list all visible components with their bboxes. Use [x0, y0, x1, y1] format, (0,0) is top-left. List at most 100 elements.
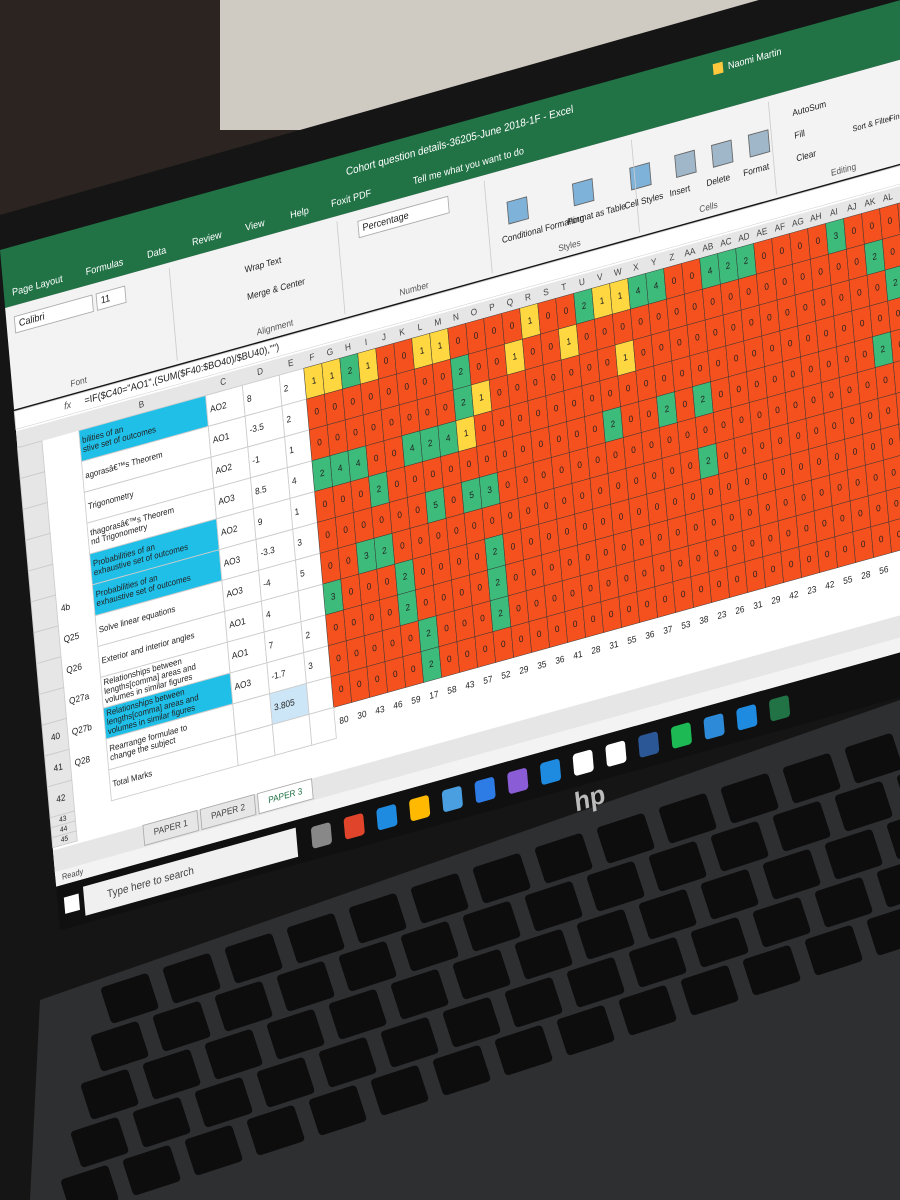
score-value: 0: [850, 415, 856, 427]
key: [825, 829, 883, 880]
score-value: 0: [508, 510, 514, 522]
score-value: 0: [317, 436, 323, 448]
key: [649, 841, 707, 892]
score-value: 0: [595, 454, 601, 466]
key: [309, 1085, 367, 1136]
score-value: 0: [336, 652, 342, 664]
total-mark: 80: [339, 713, 349, 726]
score-value: 0: [621, 541, 627, 553]
cell-value: 1: [294, 506, 300, 518]
column-header-bar: [16, 181, 900, 448]
score-value: 0: [751, 347, 757, 359]
score-value: 0: [639, 537, 645, 549]
score-value: 5: [469, 489, 475, 501]
score-value: 0: [868, 410, 874, 422]
score-value: 0: [590, 613, 596, 625]
total-mark: 38: [699, 613, 709, 626]
score-value: 0: [372, 642, 378, 654]
score-value: 0: [805, 332, 811, 344]
key: [681, 965, 739, 1016]
score-value: 0: [733, 352, 739, 364]
score-value: 2: [402, 571, 408, 583]
score-value: 0: [616, 480, 622, 492]
key: [815, 877, 873, 928]
score-value: 0: [885, 405, 891, 417]
score-value: 0: [497, 386, 503, 398]
cell-value: AO3: [218, 492, 235, 507]
score-value: 0: [862, 348, 868, 360]
score-value: 2: [610, 418, 616, 430]
keyboard: [61, 733, 900, 1200]
column-header: Y: [651, 256, 657, 268]
score-value: 0: [624, 572, 630, 584]
column-header: O: [470, 306, 477, 318]
key: [339, 941, 397, 992]
cell-value: -1.7: [271, 668, 286, 682]
key: [371, 1065, 429, 1116]
score-value: 0: [412, 473, 418, 485]
key: [453, 949, 511, 1000]
score-value: 1: [329, 370, 335, 382]
score-value: 0: [782, 276, 788, 288]
score-value: 2: [872, 251, 878, 263]
score-value: 0: [361, 519, 367, 531]
key: [587, 861, 645, 912]
score-value: 0: [786, 527, 792, 539]
score-value: 0: [680, 588, 686, 600]
score-value: 3: [364, 550, 370, 562]
score-value: 0: [685, 429, 691, 441]
total-mark: 41: [573, 648, 583, 661]
score-value: 0: [667, 434, 673, 446]
total-mark: 17: [429, 688, 439, 701]
key: [515, 929, 573, 980]
score-value: 0: [628, 413, 634, 425]
cell-value: -3.3: [260, 544, 275, 558]
taskbar-icon: [605, 740, 627, 767]
score-value: 2: [461, 396, 467, 408]
score-value: 1: [623, 351, 629, 363]
column-header: I: [364, 336, 367, 347]
column-header: Z: [669, 251, 675, 263]
score-value: 4: [337, 462, 343, 474]
total-mark: 42: [825, 578, 835, 591]
score-value: 0: [477, 581, 483, 593]
score-value: 0: [335, 431, 341, 443]
total-mark: 30: [357, 708, 367, 721]
command-icon: [747, 129, 771, 158]
fx-label: fx: [64, 399, 73, 413]
cell-value: AO1: [229, 615, 246, 630]
total-mark: 59: [411, 693, 421, 706]
column-header: S: [543, 286, 549, 298]
score-value: 0: [328, 560, 334, 572]
column-header: AE: [756, 225, 768, 238]
column-header: H: [345, 341, 352, 353]
score-value: 0: [626, 603, 632, 615]
question-label: Q28: [74, 753, 90, 768]
score-value: 0: [729, 512, 735, 524]
score-value: 0: [642, 567, 648, 579]
score-value: 0: [390, 637, 396, 649]
total-mark: 43: [375, 703, 385, 716]
score-value: 3: [487, 484, 493, 496]
score-value: 0: [778, 435, 784, 447]
score-value: 0: [592, 423, 598, 435]
key: [525, 881, 583, 932]
key: [629, 937, 687, 988]
key: [473, 853, 531, 904]
score-value: 0: [674, 306, 680, 318]
score-value: 1: [419, 345, 425, 357]
key: [867, 905, 900, 956]
score-value: 0: [804, 522, 810, 534]
score-value: 0: [516, 602, 522, 614]
score-value: 0: [392, 668, 398, 680]
score-value: 0: [530, 346, 536, 358]
taskbar-icon: [736, 704, 758, 731]
score-value: 2: [664, 403, 670, 415]
score-value: 0: [339, 683, 345, 695]
total-mark: 28: [591, 643, 601, 656]
title-bar: [0, 0, 900, 309]
total-mark: 23: [717, 608, 727, 621]
score-value: 0: [798, 461, 804, 473]
column-header: L: [417, 321, 423, 333]
score-value: 0: [459, 586, 465, 598]
